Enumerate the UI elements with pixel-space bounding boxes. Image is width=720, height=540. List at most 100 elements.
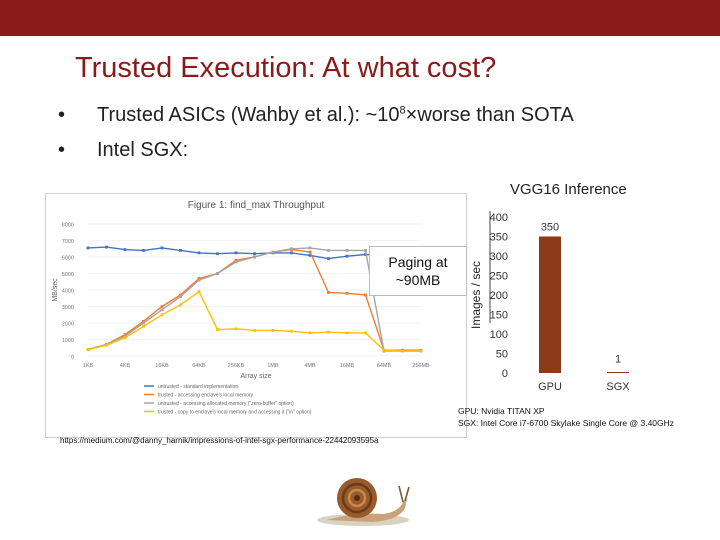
screenshot-data-point bbox=[197, 290, 201, 294]
screenshot-data-point bbox=[86, 348, 90, 351]
screenshot-y-tick-label: 2000 bbox=[62, 322, 74, 328]
screenshot-data-point bbox=[308, 246, 312, 250]
screenshot-y-tick-label: 0 bbox=[71, 355, 74, 361]
screenshot-data-point bbox=[308, 331, 312, 335]
screenshot-y-tick-label: 3000 bbox=[62, 305, 74, 311]
bullet-sgx: Intel SGX: bbox=[97, 139, 189, 161]
paging-callout: Paging at ~90MB bbox=[369, 246, 467, 296]
screenshot-x-tick-label: 64MB bbox=[377, 363, 392, 369]
callout-line-1: Paging at bbox=[388, 254, 448, 270]
snail-shell-spiral bbox=[341, 482, 373, 514]
gpu-note: GPU: Nvidia TITAN XP bbox=[458, 406, 545, 416]
screenshot-data-point bbox=[253, 329, 256, 332]
screenshot-data-point bbox=[123, 333, 127, 336]
vgg-bar bbox=[539, 236, 561, 373]
screenshot-data-point bbox=[234, 327, 238, 331]
snail-shell-center bbox=[354, 495, 360, 501]
screenshot-data-point bbox=[123, 248, 127, 251]
screenshot-data-point bbox=[308, 253, 312, 257]
vgg-y-tick-label: 100 bbox=[490, 329, 508, 341]
vgg-y-tick-label: 400 bbox=[490, 212, 508, 224]
vgg-y-tick-label: 0 bbox=[502, 368, 508, 380]
screenshot-x-tick-label: 16KB bbox=[155, 363, 169, 369]
screenshot-data-point bbox=[216, 272, 219, 275]
screenshot-legend-label: trusted - copy to enclave's local memory… bbox=[158, 410, 312, 416]
snail-image bbox=[317, 478, 410, 526]
screenshot-legend-label: untrusted - standard implementation bbox=[158, 384, 238, 390]
screenshot-data-point bbox=[327, 257, 330, 261]
screenshot-y-tick-label: 1000 bbox=[62, 338, 74, 344]
bullet-marker: • bbox=[58, 139, 66, 161]
screenshot-x-tick-label: 256KB bbox=[228, 363, 245, 369]
vgg-y-tick-label: 150 bbox=[490, 310, 508, 322]
screenshot-data-point bbox=[160, 246, 164, 250]
vgg-data-label: 350 bbox=[541, 222, 559, 234]
screenshot-data-point bbox=[327, 291, 330, 294]
screenshot-data-point bbox=[105, 245, 108, 249]
screenshot-x-tick-label: 16MB bbox=[340, 363, 355, 369]
screenshot-data-point bbox=[216, 252, 219, 256]
screenshot-data-point bbox=[419, 349, 423, 353]
screenshot-data-point bbox=[123, 336, 127, 340]
screenshot-legend-label: untrusted - accessing allocated memory (… bbox=[158, 401, 294, 407]
screenshot-y-tick-label: 5000 bbox=[62, 272, 74, 278]
screenshot-data-point bbox=[197, 251, 201, 255]
source-link[interactable]: https://medium.com/@danny_harnik/impress… bbox=[60, 436, 379, 445]
vgg-bar-chart: Images / sec 400 350 300 250 200 150 100 50 0 350 G… bbox=[469, 211, 630, 393]
screenshot-x-tick-label: 4KB bbox=[120, 363, 131, 369]
snail-body bbox=[327, 498, 407, 522]
screenshot-data-point bbox=[253, 255, 256, 259]
snail-shell-spiral-inner bbox=[347, 488, 367, 508]
screenshot-data-point bbox=[197, 278, 201, 282]
screenshot-data-point bbox=[364, 253, 367, 256]
bullet-marker: • bbox=[58, 104, 66, 126]
screenshot-data-point bbox=[160, 313, 164, 317]
screenshot-data-point bbox=[345, 291, 349, 295]
snail-antennae bbox=[398, 485, 410, 503]
vgg-y-tick-label: 350 bbox=[490, 232, 508, 244]
screenshot-data-point bbox=[160, 305, 164, 308]
screenshot-data-point bbox=[216, 328, 219, 331]
screenshot-data-point bbox=[234, 260, 238, 264]
screenshot-data-point bbox=[142, 324, 145, 328]
screenshot-data-point bbox=[234, 251, 238, 255]
screenshot-y-tick-label: 4000 bbox=[62, 289, 74, 295]
screenshot-data-point bbox=[105, 343, 108, 347]
screenshot-x-tick-label: 4MB bbox=[304, 363, 316, 369]
screenshot-data-point bbox=[345, 254, 349, 258]
screenshot-data-point bbox=[345, 331, 349, 335]
callout-line-2: ~90MB bbox=[395, 272, 441, 288]
vgg-data-label: 1 bbox=[615, 354, 621, 366]
screenshot-series-line bbox=[87, 290, 421, 352]
screenshot-data-point bbox=[142, 249, 145, 252]
screenshot-data-point bbox=[327, 330, 330, 334]
vgg-y-tick-label: 250 bbox=[490, 271, 508, 283]
sgx-note: SGX: Intel Core i7-6700 Skylake Single C… bbox=[458, 418, 675, 428]
screenshot-data-point bbox=[364, 249, 367, 252]
screenshot-y-tick-label: 7000 bbox=[62, 239, 74, 245]
screenshot-data-point bbox=[234, 258, 238, 262]
screenshot-data-point bbox=[290, 247, 293, 251]
screenshot-data-point bbox=[364, 293, 367, 297]
vgg-x-tick-label: SGX bbox=[606, 381, 630, 393]
bullet-asics-text: Trusted ASICs (Wahby et al.): ~10 bbox=[97, 104, 400, 126]
screenshot-x-tick-label: 64KB bbox=[192, 363, 206, 369]
vgg-y-tick-label: 300 bbox=[490, 251, 508, 263]
screenshot-y-tick-label: 8000 bbox=[62, 223, 74, 229]
screenshot-y-axis-label: MB/sec bbox=[52, 278, 59, 302]
screenshot-x-tick-label: 1MB bbox=[267, 363, 279, 369]
screenshot-legend-label: trusted - accessing enclave's local memo… bbox=[158, 393, 254, 399]
screenshot-data-point bbox=[345, 249, 349, 252]
screenshot-data-point bbox=[401, 349, 404, 353]
screenshot-data-point bbox=[364, 331, 367, 335]
top-bar bbox=[0, 0, 720, 36]
bullet-asics-suffix: ×worse than SOTA bbox=[405, 104, 574, 126]
screenshot-data-point bbox=[86, 246, 90, 250]
screenshot-data-point bbox=[142, 321, 145, 325]
vgg-x-tick-label: GPU bbox=[538, 381, 562, 393]
screenshot-y-tick-label: 6000 bbox=[62, 256, 74, 262]
throughput-chart: Figure 1: find_max Throughput MB/sec 8000 7… bbox=[52, 200, 430, 416]
screenshot-data-point bbox=[179, 293, 182, 297]
throughput-chart-screenshot: Figure 1: find_max Throughput MB/sec 8000 7… bbox=[45, 193, 467, 438]
vgg-y-tick-label: 200 bbox=[490, 290, 508, 302]
